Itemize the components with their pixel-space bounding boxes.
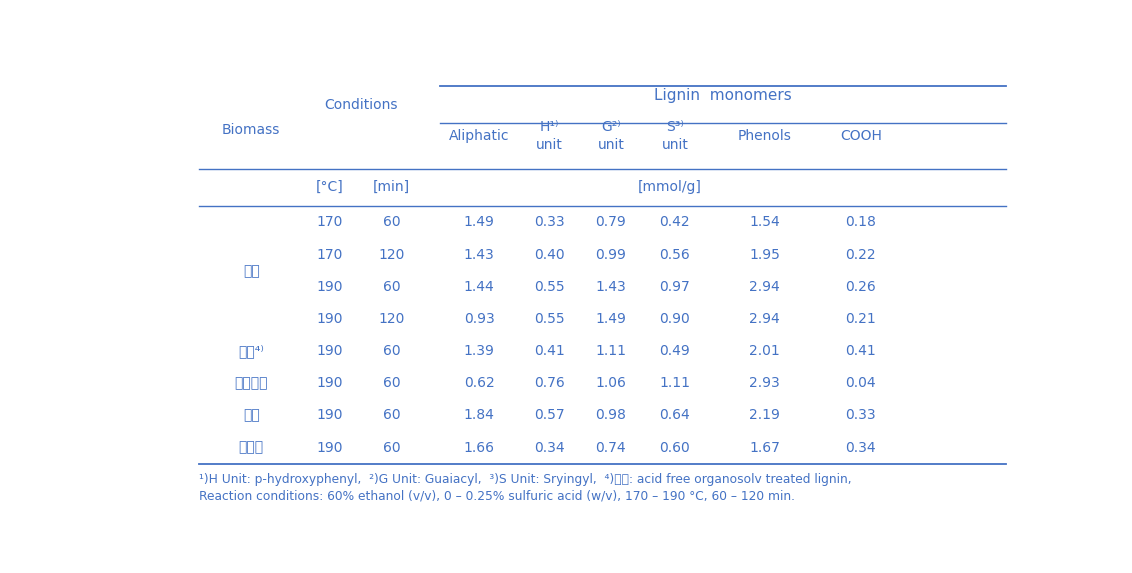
Text: 190: 190	[317, 441, 343, 454]
Text: 60: 60	[383, 215, 401, 230]
Text: 0.34: 0.34	[534, 441, 565, 454]
Text: 0.18: 0.18	[846, 215, 876, 230]
Text: 왕거⁴⁾: 왕거⁴⁾	[238, 344, 264, 358]
Text: unit: unit	[537, 138, 563, 152]
Text: 0.56: 0.56	[660, 248, 691, 262]
Text: 190: 190	[317, 376, 343, 390]
Text: 120: 120	[378, 312, 405, 326]
Text: 0.76: 0.76	[534, 376, 565, 390]
Text: 190: 190	[317, 344, 343, 358]
Text: G²⁾: G²⁾	[601, 120, 620, 134]
Text: 1.06: 1.06	[595, 376, 626, 390]
Text: 60: 60	[383, 376, 401, 390]
Text: 0.49: 0.49	[660, 344, 691, 358]
Text: 2.94: 2.94	[749, 280, 780, 294]
Text: 0.33: 0.33	[534, 215, 565, 230]
Text: H¹⁾: H¹⁾	[540, 120, 559, 134]
Text: 0.79: 0.79	[595, 215, 626, 230]
Text: 0.60: 0.60	[660, 441, 691, 454]
Text: 0.90: 0.90	[660, 312, 691, 326]
Text: 0.42: 0.42	[660, 215, 691, 230]
Text: 0.40: 0.40	[534, 248, 565, 262]
Text: 1.11: 1.11	[660, 376, 691, 390]
Text: 0.34: 0.34	[846, 441, 876, 454]
Text: 60: 60	[383, 409, 401, 422]
Text: 보릿질: 보릿질	[239, 441, 264, 454]
Text: ¹)H Unit: p-hydroxyphenyl,  ²)G Unit: Guaiacyl,  ³)S Unit: Sryingyl,  ⁴)왕거: acid: ¹)H Unit: p-hydroxyphenyl, ²)G Unit: Gua…	[198, 473, 851, 486]
Text: 0.55: 0.55	[534, 312, 565, 326]
Text: 1.11: 1.11	[595, 344, 626, 358]
Text: unit: unit	[598, 138, 624, 152]
Text: 190: 190	[317, 280, 343, 294]
Text: 0.64: 0.64	[660, 409, 691, 422]
Text: 1.43: 1.43	[595, 280, 626, 294]
Text: COOH: COOH	[840, 129, 882, 143]
Text: 0.41: 0.41	[534, 344, 565, 358]
Text: unit: unit	[661, 138, 688, 152]
Text: [°C]: [°C]	[316, 180, 344, 194]
Text: 170: 170	[317, 248, 343, 262]
Text: 0.41: 0.41	[846, 344, 876, 358]
Text: 0.74: 0.74	[595, 441, 626, 454]
Text: 190: 190	[317, 312, 343, 326]
Text: 1.49: 1.49	[595, 312, 626, 326]
Text: [mmol/g]: [mmol/g]	[638, 180, 702, 194]
Text: 2.01: 2.01	[749, 344, 780, 358]
Text: 1.66: 1.66	[464, 441, 495, 454]
Text: 60: 60	[383, 441, 401, 454]
Text: 볶질: 볶질	[242, 409, 259, 422]
Text: 0.62: 0.62	[464, 376, 495, 390]
Text: 1.84: 1.84	[464, 409, 495, 422]
Text: 1.49: 1.49	[464, 215, 495, 230]
Text: 0.21: 0.21	[846, 312, 876, 326]
Text: Biomass: Biomass	[222, 123, 281, 136]
Text: Aliphatic: Aliphatic	[449, 129, 509, 143]
Text: 120: 120	[378, 248, 405, 262]
Text: Conditions: Conditions	[324, 98, 397, 112]
Text: [min]: [min]	[372, 180, 410, 194]
Text: Phenols: Phenols	[737, 129, 791, 143]
Text: 190: 190	[317, 409, 343, 422]
Text: 60: 60	[383, 344, 401, 358]
Text: 0.55: 0.55	[534, 280, 565, 294]
Text: 0.33: 0.33	[846, 409, 876, 422]
Text: 0.26: 0.26	[846, 280, 876, 294]
Text: 왕거: 왕거	[242, 264, 259, 278]
Text: 2.93: 2.93	[749, 376, 780, 390]
Text: Lignin  monomers: Lignin monomers	[654, 88, 791, 103]
Text: 0.57: 0.57	[534, 409, 565, 422]
Text: 0.99: 0.99	[595, 248, 626, 262]
Text: 거대역새: 거대역새	[234, 376, 268, 390]
Text: 60: 60	[383, 280, 401, 294]
Text: 0.22: 0.22	[846, 248, 876, 262]
Text: 0.04: 0.04	[846, 376, 876, 390]
Text: Reaction conditions: 60% ethanol (v/v), 0 – 0.25% sulfuric acid (w/v), 170 – 190: Reaction conditions: 60% ethanol (v/v), …	[198, 489, 795, 503]
Text: 170: 170	[317, 215, 343, 230]
Text: 0.98: 0.98	[595, 409, 626, 422]
Text: 1.67: 1.67	[749, 441, 780, 454]
Text: 2.94: 2.94	[749, 312, 780, 326]
Text: 1.54: 1.54	[749, 215, 780, 230]
Text: S³⁾: S³⁾	[666, 120, 684, 134]
Text: 1.95: 1.95	[749, 248, 780, 262]
Text: 1.39: 1.39	[464, 344, 495, 358]
Text: 0.93: 0.93	[464, 312, 495, 326]
Text: 2.19: 2.19	[749, 409, 780, 422]
Text: 1.43: 1.43	[464, 248, 495, 262]
Text: 0.97: 0.97	[660, 280, 691, 294]
Text: 1.44: 1.44	[464, 280, 495, 294]
